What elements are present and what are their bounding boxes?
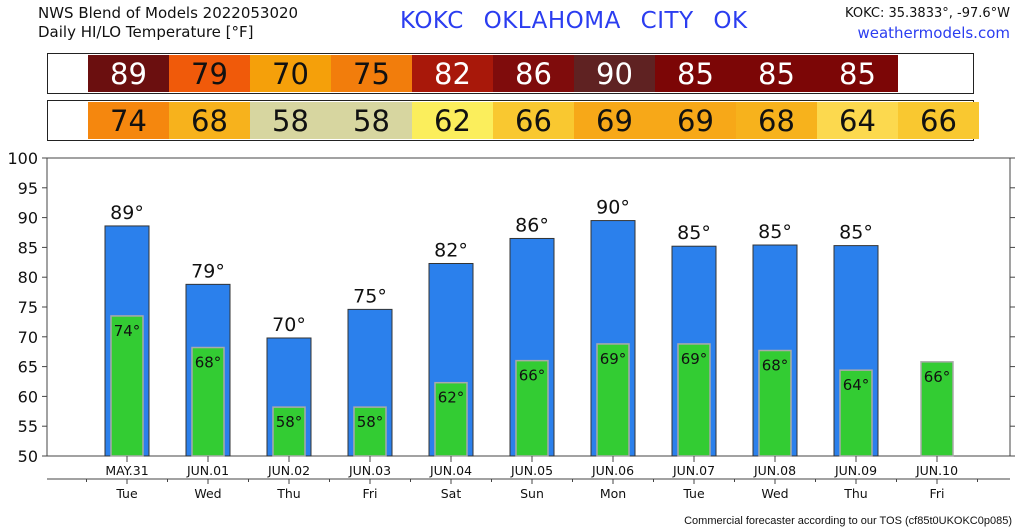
high-value-label: 75° <box>353 285 387 307</box>
hi-cell: 82 <box>412 55 493 92</box>
variable-label: Daily HI/LO Temperature [°F] <box>38 23 254 41</box>
x-date-label: JUN.05 <box>510 463 553 478</box>
low-bar <box>839 369 873 457</box>
low-value-label: 74° <box>114 322 141 340</box>
hi-cell: 85 <box>817 55 898 92</box>
x-date-label: JUN.09 <box>834 463 877 478</box>
low-bar <box>677 343 711 457</box>
low-value-label: 58° <box>357 413 384 431</box>
station-coordinates: KOKC: 35.3833°, -97.6°W <box>845 6 1010 21</box>
x-weekday-label: Tue <box>682 486 705 501</box>
x-date-label: JUN.10 <box>915 463 958 478</box>
high-temperature-strip: 89 79 70 75 82 86 90 85 85 85 <box>47 53 974 94</box>
x-date-label: JUN.07 <box>672 463 715 478</box>
x-weekday-label: Fri <box>930 486 945 501</box>
high-value-label: 85° <box>839 222 873 244</box>
y-tick-label: 100 <box>7 149 38 168</box>
hi-cell: 86 <box>493 55 574 92</box>
hi-cell: 79 <box>169 55 250 92</box>
low-bar <box>515 359 549 457</box>
lo-cell: 66 <box>898 102 979 139</box>
high-value-label: 85° <box>677 222 711 244</box>
model-run-label: NWS Blend of Models 2022053020 <box>38 4 299 22</box>
lo-cell: 66 <box>493 102 574 139</box>
site-link[interactable]: weathermodels.com <box>857 24 1010 42</box>
y-tick-label: 95 <box>18 179 38 198</box>
low-value-label: 66° <box>924 368 951 386</box>
low-value-label: 69° <box>681 350 708 368</box>
lo-cell: 58 <box>331 102 412 139</box>
low-value-label: 58° <box>276 413 303 431</box>
y-tick-label: 75 <box>18 298 38 317</box>
x-weekday-label: Fri <box>363 486 378 501</box>
lo-cell: 74 <box>88 102 169 139</box>
hi-cell: 90 <box>574 55 655 92</box>
y-tick-label: 70 <box>18 328 38 347</box>
high-value-label: 82° <box>434 239 468 261</box>
hi-cell: 75 <box>331 55 412 92</box>
low-bar <box>110 315 144 457</box>
y-tick-label: 85 <box>18 238 38 257</box>
hi-cell: 89 <box>88 55 169 92</box>
x-weekday-label: Wed <box>761 486 788 501</box>
hi-cell: 85 <box>736 55 817 92</box>
lo-cell: 64 <box>817 102 898 139</box>
low-value-label: 64° <box>843 376 870 394</box>
x-weekday-label: Sun <box>520 486 544 501</box>
y-tick-label: 60 <box>18 387 38 406</box>
low-bar <box>353 406 387 457</box>
low-bar <box>272 406 306 457</box>
x-date-label: JUN.03 <box>348 463 391 478</box>
low-value-label: 68° <box>195 354 222 372</box>
x-weekday-label: Wed <box>194 486 221 501</box>
lo-cell: 69 <box>655 102 736 139</box>
y-tick-label: 55 <box>18 417 38 436</box>
x-date-label: JUN.04 <box>429 463 472 478</box>
y-tick-label: 90 <box>18 209 38 228</box>
low-bar <box>758 349 792 457</box>
low-value-label: 69° <box>600 350 627 368</box>
lo-cell: 68 <box>169 102 250 139</box>
low-bar <box>596 343 630 457</box>
lo-cell: 69 <box>574 102 655 139</box>
x-date-label: JUN.01 <box>186 463 229 478</box>
high-value-label: 79° <box>191 260 225 282</box>
x-weekday-label: Sat <box>441 486 462 501</box>
chart-title: NWS Blend of Models 2022053020 Daily HI/… <box>38 4 298 42</box>
high-value-label: 89° <box>110 202 144 224</box>
low-value-label: 66° <box>519 367 546 385</box>
low-bar <box>920 361 954 457</box>
x-date-label: MAY.31 <box>105 463 148 478</box>
low-bar <box>191 346 225 457</box>
high-value-label: 85° <box>758 221 792 243</box>
y-tick-label: 80 <box>18 268 38 287</box>
y-tick-label: 65 <box>18 358 38 377</box>
y-tick-label: 50 <box>18 447 38 466</box>
x-weekday-label: Thu <box>843 486 867 501</box>
high-value-label: 70° <box>272 314 306 336</box>
x-weekday-label: Thu <box>276 486 300 501</box>
x-date-label: JUN.06 <box>591 463 634 478</box>
header-right: KOKC: 35.3833°, -97.6°W weathermodels.co… <box>845 6 1010 42</box>
lo-cell: 58 <box>250 102 331 139</box>
high-value-label: 90° <box>596 197 630 219</box>
lo-cell: 68 <box>736 102 817 139</box>
x-weekday-label: Tue <box>115 486 138 501</box>
station-title: KOKC OKLAHOMA CITY OK <box>400 8 748 34</box>
low-value-label: 68° <box>762 357 789 375</box>
hi-cell: 70 <box>250 55 331 92</box>
x-date-label: JUN.02 <box>267 463 310 478</box>
x-weekday-label: Mon <box>600 486 626 501</box>
low-temperature-strip: 74 68 58 58 62 66 69 69 68 64 66 <box>47 100 979 141</box>
lo-cell: 62 <box>412 102 493 139</box>
footer-note: Commercial forecaster according to our T… <box>684 515 1012 527</box>
high-value-label: 86° <box>515 214 549 236</box>
x-date-label: JUN.08 <box>753 463 796 478</box>
hi-cell: 85 <box>655 55 736 92</box>
low-value-label: 62° <box>438 389 465 407</box>
